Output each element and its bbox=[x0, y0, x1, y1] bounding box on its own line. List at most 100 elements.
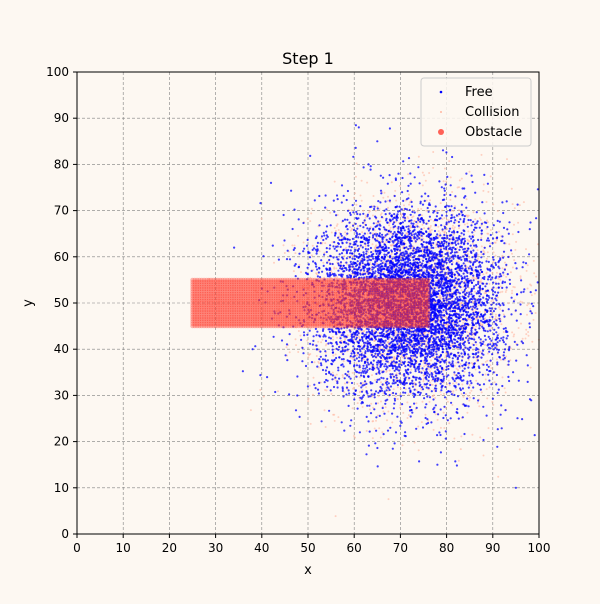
collision-point bbox=[294, 245, 296, 247]
free-point bbox=[442, 343, 444, 345]
free-point bbox=[404, 431, 406, 433]
collision-point bbox=[273, 262, 275, 264]
free-point bbox=[326, 251, 328, 253]
collision-point bbox=[434, 397, 436, 399]
collision-point bbox=[311, 254, 313, 256]
collision-point bbox=[379, 347, 381, 349]
free-point bbox=[482, 364, 484, 366]
collision-point bbox=[452, 261, 454, 263]
free-point bbox=[383, 210, 385, 212]
collision-point bbox=[511, 253, 513, 255]
collision-point bbox=[359, 369, 361, 371]
free-point bbox=[527, 364, 529, 366]
collision-point bbox=[498, 306, 500, 308]
collision-point bbox=[437, 226, 439, 228]
collision-point bbox=[430, 219, 432, 221]
free-point bbox=[503, 354, 505, 356]
collision-point bbox=[517, 222, 519, 224]
collision-point bbox=[477, 402, 479, 404]
collision-point bbox=[361, 231, 363, 233]
collision-point bbox=[261, 218, 263, 220]
free-point bbox=[449, 283, 451, 285]
free-point bbox=[404, 365, 406, 367]
collision-point bbox=[443, 311, 445, 313]
collision-point bbox=[526, 270, 528, 272]
free-point bbox=[375, 373, 377, 375]
collision-point bbox=[503, 314, 505, 316]
collision-point bbox=[519, 448, 521, 450]
free-point bbox=[454, 324, 456, 326]
collision-point bbox=[499, 308, 501, 310]
free-point bbox=[414, 211, 416, 213]
collision-point bbox=[362, 406, 364, 408]
free-point bbox=[484, 247, 486, 249]
free-point bbox=[384, 363, 386, 365]
free-point bbox=[468, 387, 470, 389]
free-point bbox=[448, 230, 450, 232]
collision-point bbox=[489, 386, 491, 388]
collision-point bbox=[361, 200, 363, 202]
collision-point bbox=[400, 215, 402, 217]
collision-point bbox=[449, 199, 451, 201]
collision-point bbox=[440, 297, 442, 299]
collision-point bbox=[449, 240, 451, 242]
free-point bbox=[421, 386, 423, 388]
collision-point bbox=[499, 279, 501, 281]
free-point bbox=[474, 329, 476, 331]
collision-point bbox=[428, 262, 430, 264]
collision-point bbox=[447, 250, 449, 252]
collision-point bbox=[335, 230, 337, 232]
collision-point bbox=[396, 372, 398, 374]
collision-point bbox=[332, 336, 334, 338]
collision-point bbox=[361, 180, 363, 182]
free-point bbox=[345, 262, 347, 264]
collision-point bbox=[277, 390, 279, 392]
collision-point bbox=[490, 367, 492, 369]
collision-point bbox=[450, 176, 452, 178]
collision-point bbox=[459, 179, 461, 181]
free-point bbox=[458, 213, 460, 215]
free-point bbox=[444, 337, 446, 339]
collision-point bbox=[525, 248, 527, 250]
collision-point bbox=[533, 272, 535, 274]
collision-point bbox=[343, 360, 345, 362]
collision-point bbox=[407, 173, 409, 175]
free-point bbox=[370, 412, 372, 414]
free-point bbox=[442, 417, 444, 419]
free-point bbox=[514, 262, 516, 264]
free-point bbox=[424, 406, 426, 408]
free-point bbox=[443, 248, 445, 250]
free-point bbox=[488, 240, 490, 242]
collision-point bbox=[502, 267, 504, 269]
free-point bbox=[500, 337, 502, 339]
free-point bbox=[318, 195, 320, 197]
free-point bbox=[494, 308, 496, 310]
free-point bbox=[438, 431, 440, 433]
collision-point bbox=[382, 197, 384, 199]
collision-point bbox=[468, 364, 470, 366]
free-point bbox=[473, 363, 475, 365]
collision-point bbox=[294, 252, 296, 254]
free-point bbox=[415, 428, 417, 430]
collision-point bbox=[492, 261, 494, 263]
free-point bbox=[350, 378, 352, 380]
free-point bbox=[374, 233, 376, 235]
collision-point bbox=[356, 162, 358, 164]
collision-point bbox=[386, 419, 388, 421]
free-point bbox=[445, 348, 447, 350]
free-point bbox=[285, 354, 287, 356]
collision-point bbox=[508, 302, 510, 304]
free-point bbox=[497, 341, 499, 343]
collision-point bbox=[408, 414, 410, 416]
free-point bbox=[523, 291, 525, 293]
collision-point bbox=[373, 330, 375, 332]
collision-point bbox=[464, 371, 466, 373]
collision-point bbox=[366, 430, 368, 432]
collision-point bbox=[387, 207, 389, 209]
collision-point bbox=[448, 380, 450, 382]
collision-point bbox=[527, 288, 529, 290]
collision-point bbox=[497, 210, 499, 212]
collision-point bbox=[451, 404, 453, 406]
free-point bbox=[457, 243, 459, 245]
free-point bbox=[492, 294, 494, 296]
